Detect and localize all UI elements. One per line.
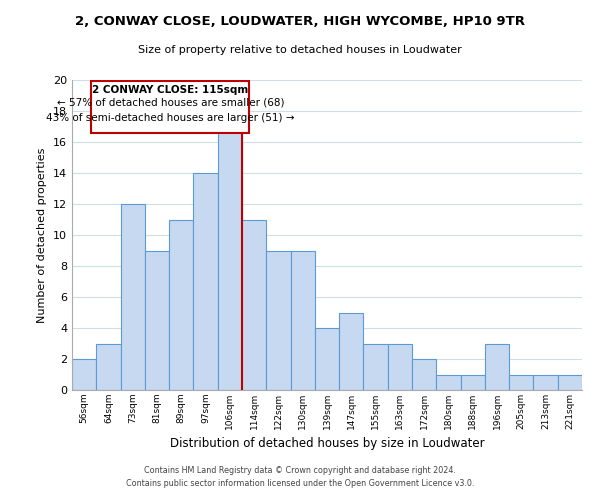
- Bar: [72, 359, 96, 390]
- Bar: [193, 173, 218, 390]
- Bar: [436, 374, 461, 390]
- Bar: [169, 220, 193, 390]
- Bar: [266, 250, 290, 390]
- Text: ← 57% of detached houses are smaller (68): ← 57% of detached houses are smaller (68…: [56, 98, 284, 108]
- Text: 43% of semi-detached houses are larger (51) →: 43% of semi-detached houses are larger (…: [46, 112, 295, 122]
- Bar: [242, 220, 266, 390]
- Bar: [388, 344, 412, 390]
- X-axis label: Distribution of detached houses by size in Loudwater: Distribution of detached houses by size …: [170, 438, 484, 450]
- Text: 2, CONWAY CLOSE, LOUDWATER, HIGH WYCOMBE, HP10 9TR: 2, CONWAY CLOSE, LOUDWATER, HIGH WYCOMBE…: [75, 15, 525, 28]
- Bar: [558, 374, 582, 390]
- Bar: [315, 328, 339, 390]
- FancyBboxPatch shape: [91, 81, 249, 132]
- Bar: [412, 359, 436, 390]
- Bar: [509, 374, 533, 390]
- Bar: [290, 250, 315, 390]
- Bar: [364, 344, 388, 390]
- Text: Contains HM Land Registry data © Crown copyright and database right 2024.
Contai: Contains HM Land Registry data © Crown c…: [126, 466, 474, 487]
- Bar: [461, 374, 485, 390]
- Text: Size of property relative to detached houses in Loudwater: Size of property relative to detached ho…: [138, 45, 462, 55]
- Bar: [339, 312, 364, 390]
- Bar: [218, 126, 242, 390]
- Bar: [533, 374, 558, 390]
- Bar: [96, 344, 121, 390]
- Bar: [485, 344, 509, 390]
- Y-axis label: Number of detached properties: Number of detached properties: [37, 148, 47, 322]
- Text: 2 CONWAY CLOSE: 115sqm: 2 CONWAY CLOSE: 115sqm: [92, 86, 248, 96]
- Bar: [121, 204, 145, 390]
- Bar: [145, 250, 169, 390]
